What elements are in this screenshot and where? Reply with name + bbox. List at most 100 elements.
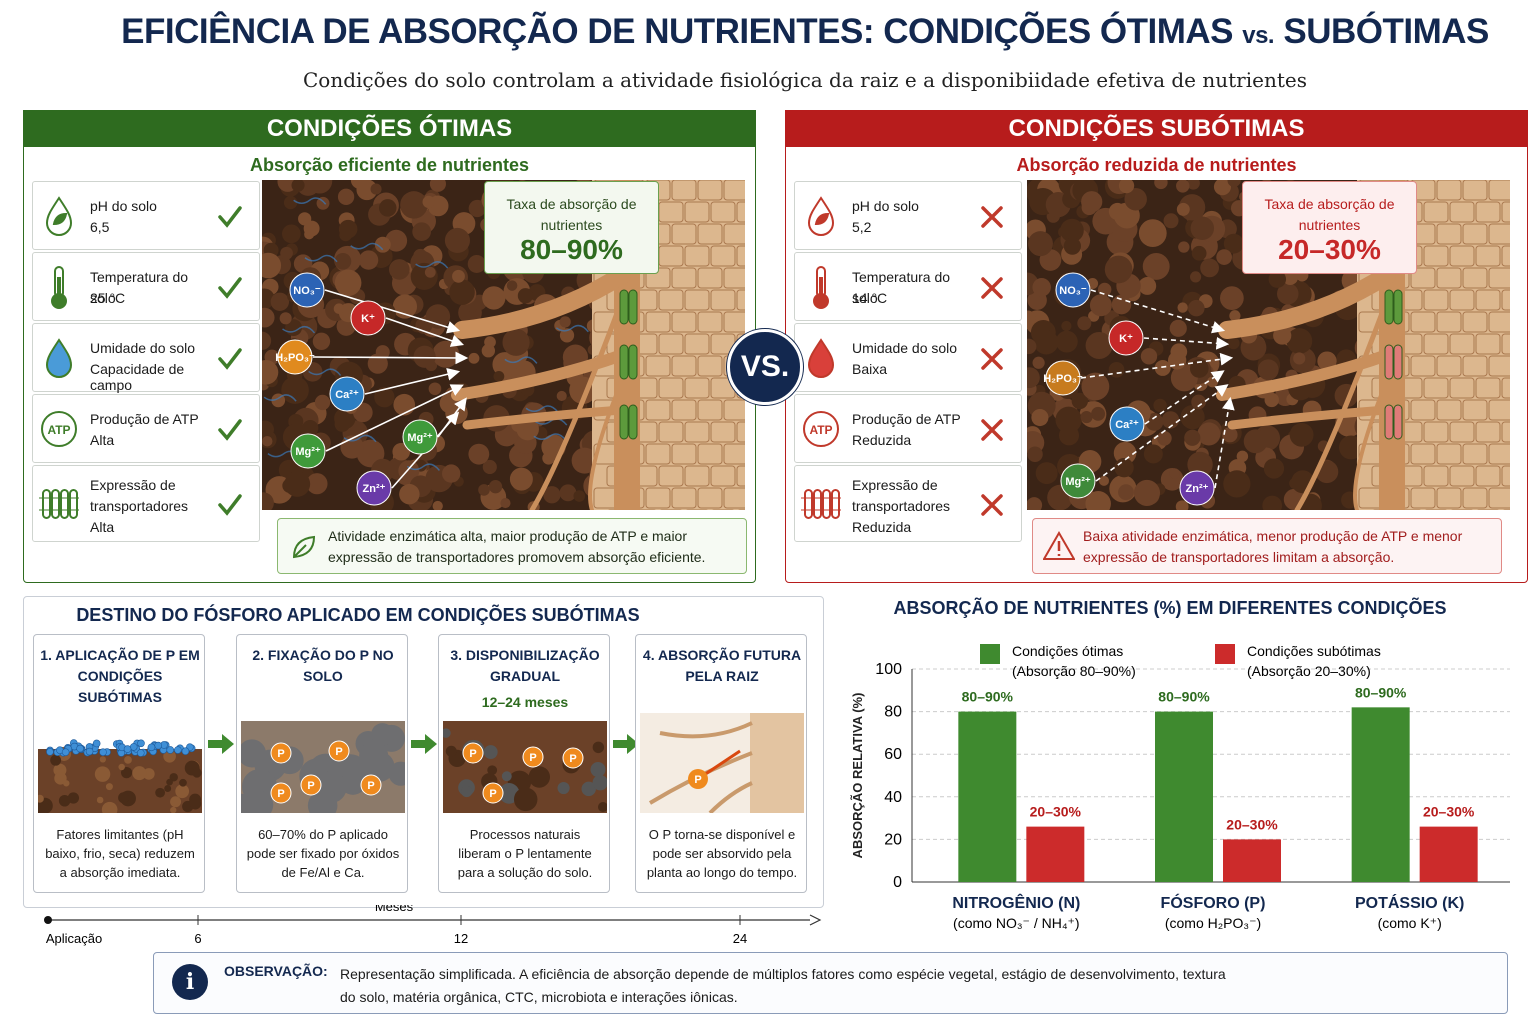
root-cell: [1488, 223, 1510, 245]
root-cell: [1410, 443, 1436, 465]
root-cell: [1436, 487, 1462, 509]
factor-row: Temperatura do solo 25 °C: [32, 252, 260, 321]
root-cell: [658, 465, 684, 487]
soil-clod: [333, 303, 345, 315]
bar: [1155, 711, 1213, 882]
water-film: [415, 261, 449, 269]
soil-clod: [1223, 233, 1244, 254]
root-cell: [1423, 421, 1449, 443]
factor-value: Reduzida: [852, 432, 912, 448]
soil-clod: [478, 484, 490, 496]
root-cell: [1462, 267, 1488, 289]
atp-icon: [803, 411, 839, 447]
fertilizer-bead: [92, 739, 101, 748]
phosphate: [688, 769, 708, 789]
root-cell: [658, 201, 684, 223]
root-cell: [1475, 421, 1501, 443]
soil-clod: [374, 236, 391, 253]
root-branch: [451, 349, 628, 401]
fate-step: 2. FIXAÇÃO DO P NO SOLO P P P P P 60–70% do P …: [236, 634, 408, 893]
transporter: [628, 404, 638, 440]
root-cell: [684, 245, 710, 267]
status-mark: [218, 206, 242, 228]
mineral-particle: [513, 787, 538, 812]
root-cell: [697, 443, 723, 465]
fate-step-title: 1. APLICAÇÃO DE P EM CONDIÇÕES SUBÓTIMAS: [40, 647, 200, 705]
soil-clod: [482, 459, 497, 475]
mineral-particle: [487, 765, 498, 776]
soil-clod: [1118, 180, 1135, 194]
ion-arrow: [1090, 289, 1226, 334]
ion-arrow: [1214, 396, 1235, 489]
soil-clod: [1223, 470, 1251, 498]
soil-clod: [96, 796, 104, 804]
root-cell: [1410, 267, 1436, 289]
phosphate-label: P: [277, 748, 284, 760]
ion: [1108, 320, 1144, 356]
soil-clod: [1108, 361, 1125, 378]
soil-clod: [571, 447, 598, 474]
factor-value: Reduzida: [852, 519, 912, 535]
fate-step-text: O P torna-se disponível e pode ser absor…: [646, 827, 798, 880]
root-cell: [697, 399, 723, 421]
soil-clod: [413, 248, 428, 263]
soil-clod: [306, 473, 328, 495]
root-cell: [1462, 399, 1488, 421]
phosphate: [328, 740, 350, 762]
root-cell: [1488, 267, 1510, 289]
root-cell: [1423, 245, 1449, 267]
ion: [1179, 470, 1215, 506]
ion-arrow: [325, 384, 464, 452]
factor-value: 14 °C: [852, 290, 888, 306]
transporter-icon: [804, 489, 813, 519]
soil-clod: [262, 252, 282, 279]
ion-label: Zn²⁺: [1186, 483, 1209, 495]
soil-clod: [175, 784, 190, 799]
soil-clod: [50, 754, 62, 766]
soil-clod: [444, 227, 470, 254]
phosphate: [270, 742, 292, 764]
transporter-icon: [51, 489, 60, 519]
soil-clod: [1262, 495, 1283, 510]
soil-clod: [1257, 359, 1279, 381]
root-cell: [1501, 289, 1510, 311]
soil-clod: [155, 787, 166, 798]
transporter: [619, 404, 629, 440]
y-tick-label: 20: [884, 831, 902, 848]
note-box: Atividade enzimática alta, maior produçã…: [277, 518, 747, 574]
transporter-icon: [42, 489, 51, 519]
phosphate-label: P: [694, 774, 701, 786]
check-mark: [218, 206, 242, 228]
soil-clod: [400, 191, 428, 219]
soil-clod: [1345, 303, 1361, 318]
water-film: [308, 368, 342, 376]
root-cell: [1436, 399, 1462, 421]
drop-icon: [45, 338, 73, 378]
soil-clod: [1200, 258, 1219, 278]
water-film: [504, 356, 538, 364]
soil-clod: [1227, 180, 1241, 187]
soil-clod: [559, 328, 575, 343]
soil-clod: [1063, 237, 1081, 255]
soil-clod: [378, 199, 397, 217]
fertilizer-bead: [99, 748, 107, 756]
soil-clod: [573, 490, 586, 502]
root-cell: [671, 355, 697, 377]
leaf-icon: [814, 212, 830, 226]
mineral-particle: [597, 801, 607, 813]
factor-icon: [41, 411, 77, 447]
phosphate-label: P: [469, 748, 476, 760]
water-film: [282, 325, 316, 334]
transporter: [619, 344, 629, 380]
root-cell: [645, 443, 671, 465]
ion-arrow: [1143, 336, 1230, 350]
factor-value: Capacidade de campo: [90, 361, 185, 393]
check-mark: [218, 348, 242, 370]
soil-clod: [298, 212, 312, 226]
timeline: Meses Aplicação 6 12 24: [44, 905, 822, 946]
factor-icon-svg: [45, 338, 73, 378]
root-cell: [723, 267, 745, 289]
y-tick-label: 60: [884, 746, 902, 763]
rate-label: Taxa de absorção de nutrientes: [1264, 196, 1395, 233]
